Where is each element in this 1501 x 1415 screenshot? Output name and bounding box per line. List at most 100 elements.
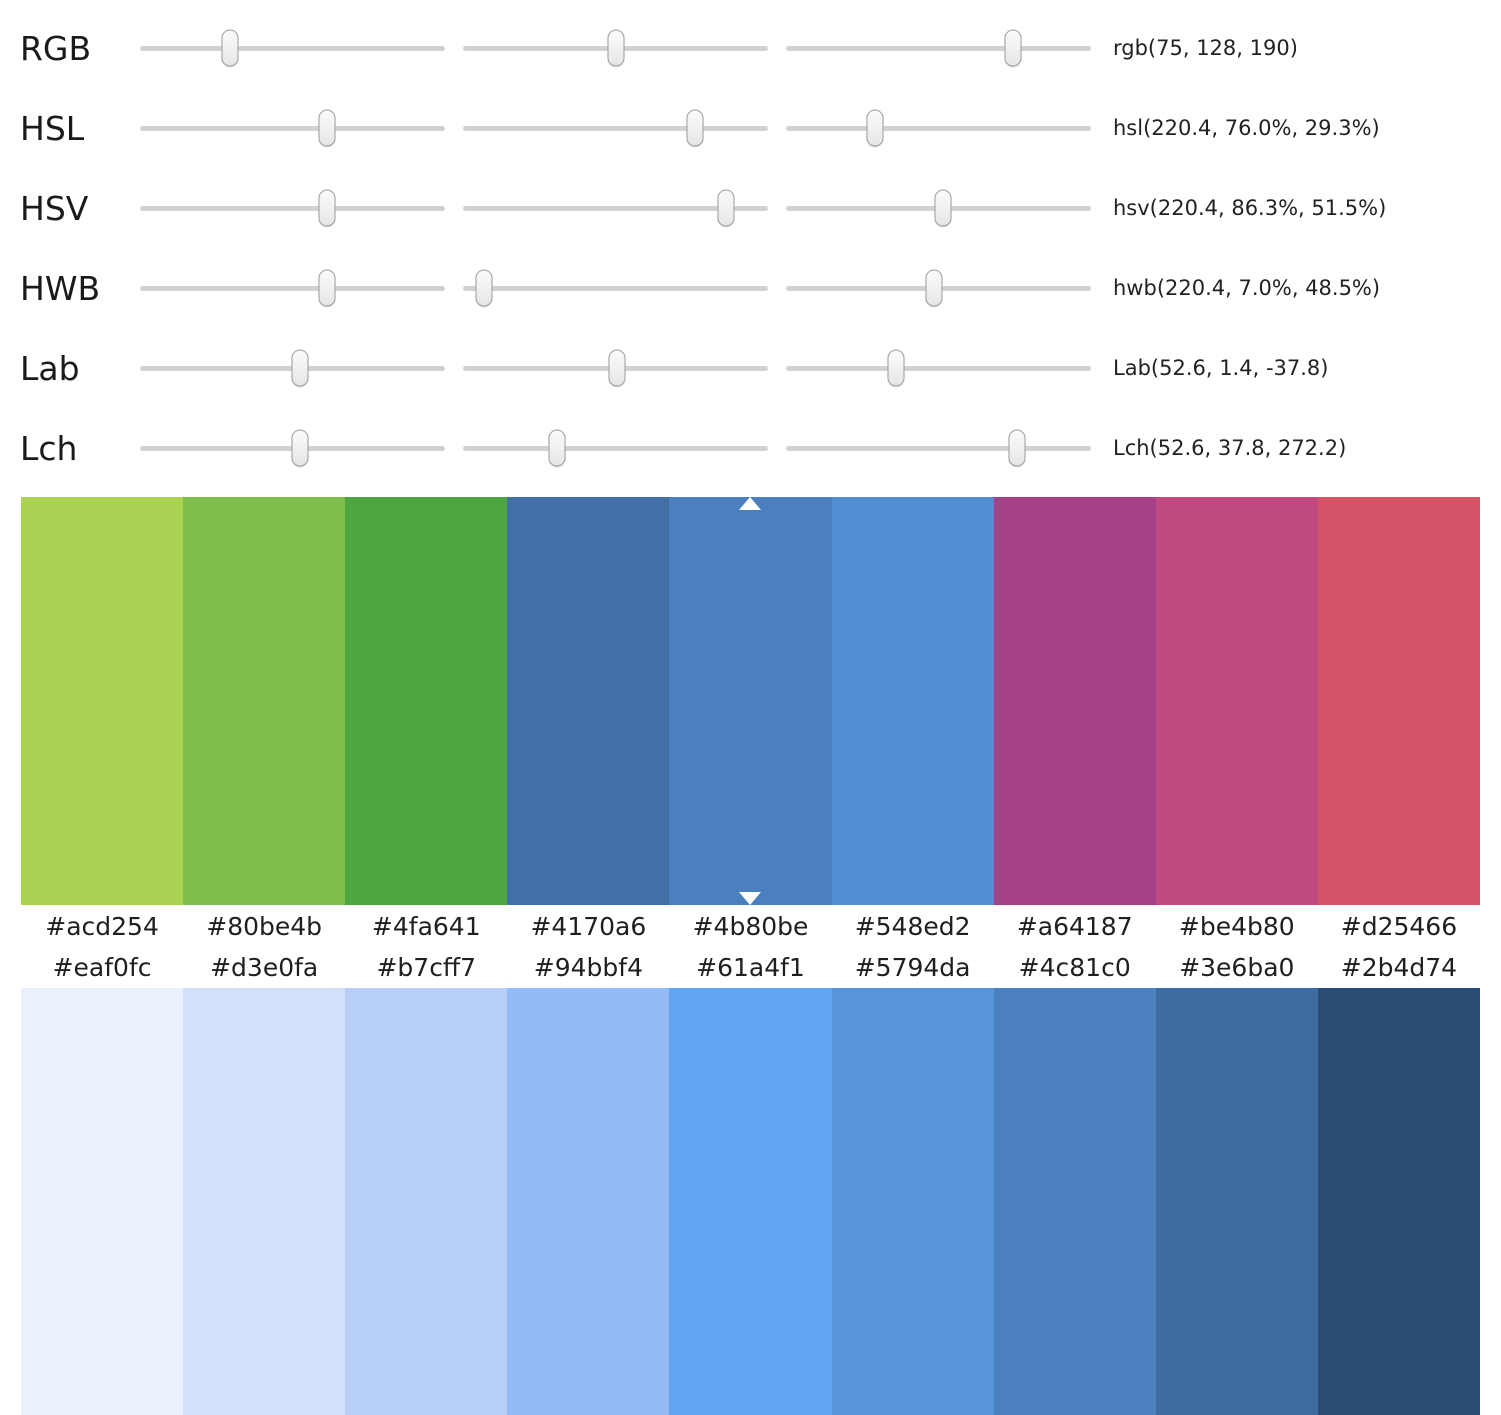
- color-sliders-section: RGB rgb(75, 128, 190) HSL hsl(220.4, 76.…: [0, 8, 1501, 488]
- hex-label: #acd254: [45, 911, 159, 941]
- shade-swatch[interactable]: [669, 988, 832, 1415]
- hex-label: #a64187: [1016, 911, 1133, 941]
- hwb-b-slider[interactable]: [786, 269, 1091, 307]
- hwb-row: HWB hwb(220.4, 7.0%, 48.5%): [0, 248, 1501, 328]
- hex-label: #3e6ba0: [1179, 953, 1295, 982]
- hex-label: #4b80be: [692, 911, 809, 941]
- slider-thumb[interactable]: [221, 29, 239, 67]
- slider-thumb[interactable]: [887, 349, 905, 387]
- rgb-g-slider[interactable]: [463, 29, 768, 67]
- shade-swatch[interactable]: [1317, 988, 1480, 1415]
- hue-swatch[interactable]: [21, 497, 184, 905]
- lab-l-slider[interactable]: [140, 349, 445, 387]
- hsl-sliders: [140, 109, 1091, 147]
- hue-swatch[interactable]: [345, 497, 508, 905]
- slider-thumb[interactable]: [291, 349, 309, 387]
- hue-swatch[interactable]: [1155, 497, 1318, 905]
- slider-thumb[interactable]: [475, 269, 493, 307]
- shade-swatch[interactable]: [507, 988, 670, 1415]
- hsl-l-slider[interactable]: [786, 109, 1091, 147]
- lab-label: Lab: [20, 348, 80, 388]
- hue-swatch-selected[interactable]: [669, 497, 832, 905]
- hex-label: #548ed2: [854, 911, 971, 941]
- slider-thumb[interactable]: [686, 109, 704, 147]
- hue-swatch[interactable]: [993, 497, 1156, 905]
- lab-b-slider[interactable]: [786, 349, 1091, 387]
- hsv-s-slider[interactable]: [463, 189, 768, 227]
- shade-hex-labels: #eaf0fc #d3e0fa #b7cff7 #94bbf4 #61a4f1 …: [21, 947, 1480, 988]
- hue-swatch[interactable]: [831, 497, 994, 905]
- slider-thumb[interactable]: [925, 269, 943, 307]
- hex-label: #d25466: [1340, 911, 1458, 941]
- hsv-row: HSV hsv(220.4, 86.3%, 51.5%): [0, 168, 1501, 248]
- rgb-b-slider[interactable]: [786, 29, 1091, 67]
- rgb-r-slider[interactable]: [140, 29, 445, 67]
- shade-swatch[interactable]: [993, 988, 1156, 1415]
- lch-c-slider[interactable]: [463, 429, 768, 467]
- hsv-value-text: hsv(220.4, 86.3%, 51.5%): [1113, 196, 1387, 220]
- lch-label: Lch: [20, 428, 78, 468]
- lab-sliders: [140, 349, 1091, 387]
- hwb-value-text: hwb(220.4, 7.0%, 48.5%): [1113, 276, 1381, 300]
- slider-thumb[interactable]: [607, 29, 625, 67]
- hue-swatch[interactable]: [507, 497, 670, 905]
- slider-thumb[interactable]: [934, 189, 952, 227]
- hex-label: #be4b80: [1178, 911, 1295, 941]
- hue-palette: [21, 497, 1480, 905]
- hsl-h-slider[interactable]: [140, 109, 445, 147]
- hwb-sliders: [140, 269, 1091, 307]
- hex-label: #4c81c0: [1018, 953, 1131, 982]
- slider-thumb[interactable]: [866, 109, 884, 147]
- shade-swatch[interactable]: [345, 988, 508, 1415]
- shade-swatch[interactable]: [831, 988, 994, 1415]
- hsv-sliders: [140, 189, 1091, 227]
- hsl-value-text: hsl(220.4, 76.0%, 29.3%): [1113, 116, 1380, 140]
- hex-label: #94bbf4: [533, 953, 643, 982]
- lab-a-slider[interactable]: [463, 349, 768, 387]
- lab-row: Lab Lab(52.6, 1.4, -37.8): [0, 328, 1501, 408]
- lch-row: Lch Lch(52.6, 37.8, 272.2): [0, 408, 1501, 488]
- hsl-label: HSL: [20, 108, 85, 148]
- hex-label: #80be4b: [206, 911, 323, 941]
- hwb-w-slider[interactable]: [463, 269, 768, 307]
- shade-swatch[interactable]: [1155, 988, 1318, 1415]
- lch-l-slider[interactable]: [140, 429, 445, 467]
- shade-swatch[interactable]: [21, 988, 184, 1415]
- hex-label: #b7cff7: [376, 953, 477, 982]
- slider-thumb[interactable]: [1004, 29, 1022, 67]
- hex-label: #d3e0fa: [210, 953, 319, 982]
- slider-thumb[interactable]: [548, 429, 566, 467]
- shade-swatch[interactable]: [183, 988, 346, 1415]
- hex-label: #4fa641: [371, 911, 481, 941]
- lch-value-text: Lch(52.6, 37.8, 272.2): [1113, 436, 1347, 460]
- slider-thumb[interactable]: [318, 269, 336, 307]
- slider-thumb[interactable]: [318, 109, 336, 147]
- lch-h-slider[interactable]: [786, 429, 1091, 467]
- slider-thumb[interactable]: [608, 349, 626, 387]
- hex-label: #61a4f1: [696, 953, 805, 982]
- slider-thumb[interactable]: [717, 189, 735, 227]
- hsv-v-slider[interactable]: [786, 189, 1091, 227]
- rgb-label: RGB: [20, 28, 92, 68]
- hex-label: #4170a6: [530, 911, 647, 941]
- rgb-row: RGB rgb(75, 128, 190): [0, 8, 1501, 88]
- hex-label: #eaf0fc: [52, 953, 152, 982]
- hsv-label: HSV: [20, 188, 89, 228]
- hue-swatch[interactable]: [1317, 497, 1480, 905]
- slider-thumb[interactable]: [1008, 429, 1026, 467]
- hwb-h-slider[interactable]: [140, 269, 445, 307]
- hex-label: #2b4d74: [1340, 953, 1458, 982]
- hsl-s-slider[interactable]: [463, 109, 768, 147]
- rgb-sliders: [140, 29, 1091, 67]
- slider-thumb[interactable]: [291, 429, 309, 467]
- lch-sliders: [140, 429, 1091, 467]
- slider-thumb[interactable]: [318, 189, 336, 227]
- rgb-value-text: rgb(75, 128, 190): [1113, 36, 1298, 60]
- hex-label: #5794da: [854, 953, 971, 982]
- hue-swatch[interactable]: [183, 497, 346, 905]
- hsv-h-slider[interactable]: [140, 189, 445, 227]
- hue-hex-labels: #acd254 #80be4b #4fa641 #4170a6 #4b80be …: [21, 905, 1480, 947]
- shade-palette: [21, 988, 1480, 1415]
- hsl-row: HSL hsl(220.4, 76.0%, 29.3%): [0, 88, 1501, 168]
- hwb-label: HWB: [20, 268, 101, 308]
